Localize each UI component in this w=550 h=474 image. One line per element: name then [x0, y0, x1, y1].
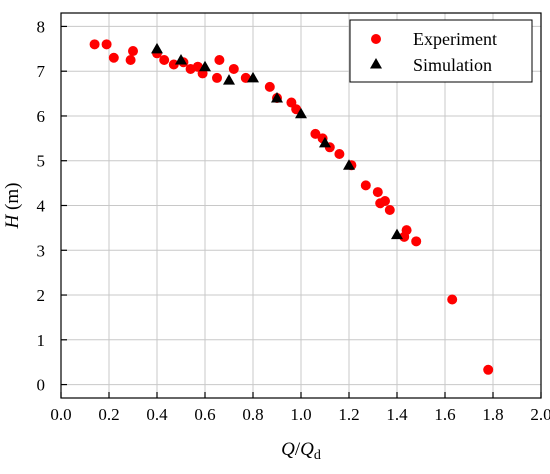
- y-tick-label: 1: [37, 331, 46, 350]
- x-tick-label: 0.6: [194, 405, 215, 424]
- y-tick-label: 4: [37, 197, 46, 216]
- x-tick-label: 1.0: [290, 405, 311, 424]
- y-tick-label: 8: [37, 17, 46, 36]
- y-tick-label: 2: [37, 286, 46, 305]
- experiment-point: [229, 64, 239, 74]
- y-tick-label: 7: [37, 62, 46, 81]
- legend-label-simulation: Simulation: [413, 55, 492, 75]
- x-tick-label: 0.8: [242, 405, 263, 424]
- experiment-point: [402, 225, 412, 235]
- y-tick-label: 0: [37, 376, 46, 395]
- x-tick-label: 1.2: [338, 405, 359, 424]
- experiment-point: [109, 53, 119, 63]
- y-axis-label-main: H: [2, 213, 23, 229]
- x-tick-label: 2.0: [530, 405, 550, 424]
- experiment-point: [361, 180, 371, 190]
- x-tick-label: 0.4: [146, 405, 168, 424]
- experiment-point: [214, 55, 224, 65]
- experiment-point: [380, 196, 390, 206]
- experiment-point: [411, 236, 421, 246]
- experiment-point: [159, 55, 169, 65]
- legend-label-experiment: Experiment: [413, 29, 497, 49]
- experiment-point: [126, 55, 136, 65]
- experiment-point: [212, 73, 222, 83]
- experiment-point: [483, 365, 493, 375]
- x-axis-label-sub: d: [314, 448, 321, 463]
- x-tick-label: 1.6: [434, 405, 455, 424]
- x-axis-label: Q/Qd: [281, 439, 321, 463]
- experiment-point: [102, 39, 112, 49]
- y-tick-label: 3: [37, 241, 46, 260]
- experiment-point: [385, 205, 395, 215]
- experiment-point: [373, 187, 383, 197]
- x-tick-label: 0.0: [50, 405, 71, 424]
- simulation-point: [151, 43, 163, 54]
- x-tick-label: 1.4: [386, 405, 408, 424]
- y-tick-label: 6: [37, 107, 46, 126]
- experiment-point: [447, 295, 457, 305]
- simulation-point: [223, 74, 235, 85]
- legend-marker-experiment: [371, 34, 381, 44]
- x-tick-label: 1.8: [482, 405, 503, 424]
- legend: Experiment Simulation: [350, 20, 532, 82]
- x-tick-label: 0.2: [98, 405, 119, 424]
- experiment-point: [334, 149, 344, 159]
- experiment-point: [265, 82, 275, 92]
- y-axis-label: H (m): [2, 183, 23, 230]
- experiment-point: [90, 39, 100, 49]
- experiment-point: [128, 46, 138, 56]
- y-axis-label-unit: (m): [2, 183, 23, 215]
- data-points: [90, 39, 494, 374]
- x-axis-label-main: Q: [281, 439, 295, 460]
- x-axis-label-denom: Q: [300, 439, 314, 460]
- y-tick-label: 5: [37, 152, 46, 171]
